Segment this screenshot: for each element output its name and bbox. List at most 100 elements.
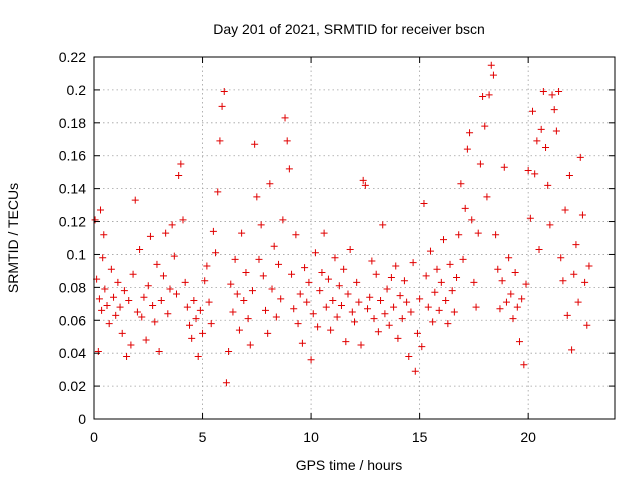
data-point: [209, 227, 217, 235]
data-point: [509, 315, 517, 323]
data-point: [112, 311, 120, 319]
data-point: [91, 216, 99, 224]
data-point: [127, 341, 135, 349]
data-point: [522, 280, 530, 288]
data-point: [272, 313, 280, 321]
data-point: [153, 260, 161, 268]
data-point: [351, 318, 358, 326]
data-point: [279, 216, 287, 224]
data-point: [396, 292, 404, 300]
plot-frame: [93, 56, 616, 420]
data-point: [392, 262, 400, 270]
data-point: [259, 272, 267, 280]
data-point: [307, 356, 315, 364]
data-point: [101, 285, 109, 293]
data-point: [437, 278, 445, 286]
data-point: [539, 88, 547, 96]
y-tick-label: 0.2: [67, 82, 87, 98]
data-point: [463, 145, 471, 153]
data-point: [303, 298, 311, 306]
data-point: [511, 269, 519, 277]
data-point: [144, 282, 152, 290]
data-point: [435, 306, 443, 314]
data-point: [183, 303, 191, 311]
data-point: [466, 129, 474, 137]
data-point: [270, 242, 278, 250]
data-point: [359, 176, 367, 184]
data-point: [188, 334, 196, 342]
data-point: [327, 326, 335, 334]
data-point: [95, 295, 103, 303]
data-point: [387, 273, 395, 281]
data-point: [199, 329, 207, 337]
data-point: [474, 229, 482, 237]
data-point: [526, 214, 534, 222]
data-point: [559, 277, 567, 285]
data-point: [301, 264, 309, 272]
data-point: [529, 107, 537, 115]
data-point: [383, 285, 391, 293]
data-point: [409, 259, 417, 267]
data-point: [355, 298, 363, 306]
data-point: [216, 137, 224, 145]
data-point: [227, 280, 235, 288]
data-point: [518, 295, 526, 303]
data-point: [342, 338, 350, 346]
y-tick-label: 0.12: [59, 214, 86, 230]
data-point: [233, 290, 241, 298]
data-point: [548, 91, 556, 99]
data-point: [337, 301, 345, 309]
data-point: [492, 231, 500, 239]
data-point: [446, 260, 454, 268]
data-point: [485, 91, 493, 99]
data-point: [177, 160, 185, 168]
data-point: [524, 167, 532, 175]
data-point: [502, 298, 510, 306]
data-point: [398, 315, 406, 323]
data-point: [207, 320, 215, 328]
data-point: [426, 247, 434, 255]
data-point: [535, 246, 543, 254]
data-point: [450, 308, 458, 316]
data-point: [170, 252, 178, 260]
data-point: [581, 278, 589, 286]
data-point: [537, 125, 545, 133]
data-point: [418, 343, 426, 351]
data-point: [429, 318, 437, 326]
data-point: [238, 229, 246, 237]
data-point: [255, 255, 263, 263]
data-point: [268, 285, 276, 293]
data-point: [235, 326, 243, 334]
data-point: [225, 348, 233, 356]
data-point: [311, 249, 319, 257]
data-point: [125, 297, 133, 305]
y-tick-label: 0.02: [59, 378, 86, 394]
data-point: [194, 352, 202, 360]
data-point: [222, 379, 230, 387]
data-point: [186, 321, 194, 329]
data-point: [129, 270, 137, 278]
data-point: [561, 206, 569, 214]
data-point: [353, 278, 361, 286]
data-point: [309, 310, 317, 318]
data-point: [290, 305, 298, 313]
data-point: [97, 206, 105, 214]
tick-labels: 0 0.02 0.04 0.06 0.08 0.1 0.12 0.14 0.16 0.18 0.2 0…: [59, 49, 536, 445]
data-point: [251, 140, 259, 148]
data-point: [314, 323, 322, 331]
data-point: [123, 352, 131, 360]
data-point: [381, 310, 389, 318]
data-point: [459, 255, 467, 263]
data-point: [368, 257, 376, 265]
chart-title: Day 201 of 2021, SRMTID for receiver bsc…: [213, 21, 485, 37]
data-point: [361, 181, 369, 189]
data-point: [220, 88, 228, 96]
data-point: [103, 301, 111, 309]
data-point: [550, 106, 558, 114]
data-point: [390, 303, 398, 311]
data-point: [433, 265, 441, 273]
x-tick-label: 0: [90, 429, 98, 445]
data-point: [229, 308, 237, 316]
data-point: [455, 231, 463, 239]
